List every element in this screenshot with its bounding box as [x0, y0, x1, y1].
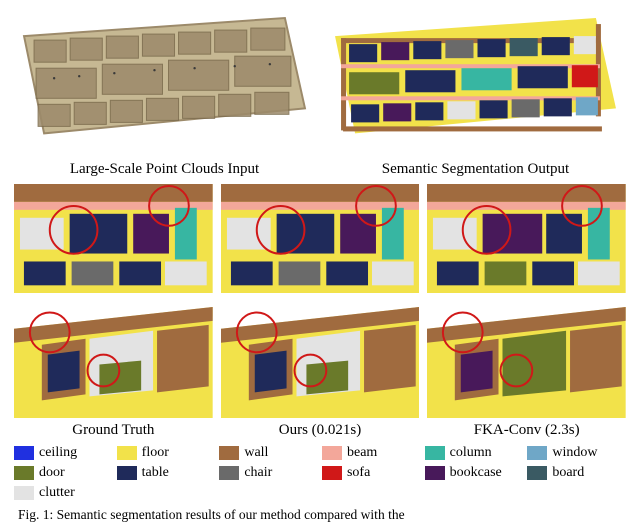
legend-swatch	[14, 466, 34, 480]
closeup-r1-fka	[427, 184, 626, 293]
panel-output: Semantic Segmentation Output	[325, 6, 626, 178]
legend-label: board	[552, 465, 584, 481]
legend-item-ceiling: ceiling	[14, 445, 113, 461]
legend-label: table	[142, 465, 169, 481]
legend-swatch	[117, 466, 137, 480]
legend-label: door	[39, 465, 65, 481]
legend-item-clutter: clutter	[14, 485, 113, 501]
legend-label: ceiling	[39, 445, 77, 461]
legend-label: floor	[142, 445, 169, 461]
legend-item-bookcase: bookcase	[425, 465, 524, 481]
legend-label: chair	[244, 465, 272, 481]
legend-label: beam	[347, 445, 377, 461]
closeup-r1-gt	[14, 184, 213, 293]
legend-swatch	[117, 446, 137, 460]
legend-label: sofa	[347, 465, 370, 481]
panel-input-label: Large-Scale Point Clouds Input	[14, 161, 315, 178]
closeup-r1-gt-svg	[14, 184, 213, 293]
closeup-label-ours: Ours (0.021s)	[221, 422, 420, 439]
closeup-r1-ours-svg	[221, 184, 420, 293]
closeup-r1-ours	[221, 184, 420, 293]
legend-item-door: door	[14, 465, 113, 481]
closeup-row-2: Ground Truth Ours (0.021s)	[0, 293, 640, 439]
closeup-r2-ours: Ours (0.021s)	[221, 299, 420, 439]
legend-swatch	[527, 466, 547, 480]
legend-swatch	[527, 446, 547, 460]
legend-swatch	[322, 466, 342, 480]
legend-label: clutter	[39, 485, 75, 501]
legend-label: column	[450, 445, 492, 461]
legend-item-floor: floor	[117, 445, 216, 461]
legend-item-wall: wall	[219, 445, 318, 461]
caption-body: Semantic segmentation results of our met…	[57, 507, 405, 522]
legend-label: bookcase	[450, 465, 502, 481]
legend-item-board: board	[527, 465, 626, 481]
caption-prefix: Fig. 1:	[18, 507, 57, 522]
segmentation-output-svg	[325, 6, 626, 157]
legend-item-column: column	[425, 445, 524, 461]
closeup-row-1	[0, 178, 640, 293]
closeup-r1-fka-svg	[427, 184, 626, 293]
panel-output-label: Semantic Segmentation Output	[325, 161, 626, 178]
closeup-label-fka: FKA-Conv (2.3s)	[427, 422, 626, 439]
legend-swatch	[14, 486, 34, 500]
legend-swatch	[322, 446, 342, 460]
legend-label: wall	[244, 445, 268, 461]
legend-swatch	[425, 466, 445, 480]
legend-swatch	[425, 446, 445, 460]
legend-item-sofa: sofa	[322, 465, 421, 481]
closeup-label-gt: Ground Truth	[14, 422, 213, 439]
legend-item-beam: beam	[322, 445, 421, 461]
legend-label: window	[552, 445, 597, 461]
closeup-r2-gt: Ground Truth	[14, 299, 213, 439]
legend: ceiling floor wall beam column window door tabl…	[0, 439, 640, 501]
legend-swatch	[219, 466, 239, 480]
legend-swatch	[219, 446, 239, 460]
figure: Large-Scale Point Clouds Input	[0, 0, 640, 524]
closeup-r2-gt-svg	[14, 299, 213, 418]
top-row: Large-Scale Point Clouds Input	[0, 0, 640, 178]
closeup-r2-ours-svg	[221, 299, 420, 418]
legend-swatch	[14, 446, 34, 460]
legend-item-window: window	[527, 445, 626, 461]
closeup-r2-fka-svg	[427, 299, 626, 418]
panel-input: Large-Scale Point Clouds Input	[14, 6, 315, 178]
legend-item-chair: chair	[219, 465, 318, 481]
figure-caption: Fig. 1: Semantic segmentation results of…	[0, 501, 640, 524]
closeup-r2-fka: FKA-Conv (2.3s)	[427, 299, 626, 439]
legend-item-table: table	[117, 465, 216, 481]
pointcloud-input-svg	[14, 6, 315, 157]
